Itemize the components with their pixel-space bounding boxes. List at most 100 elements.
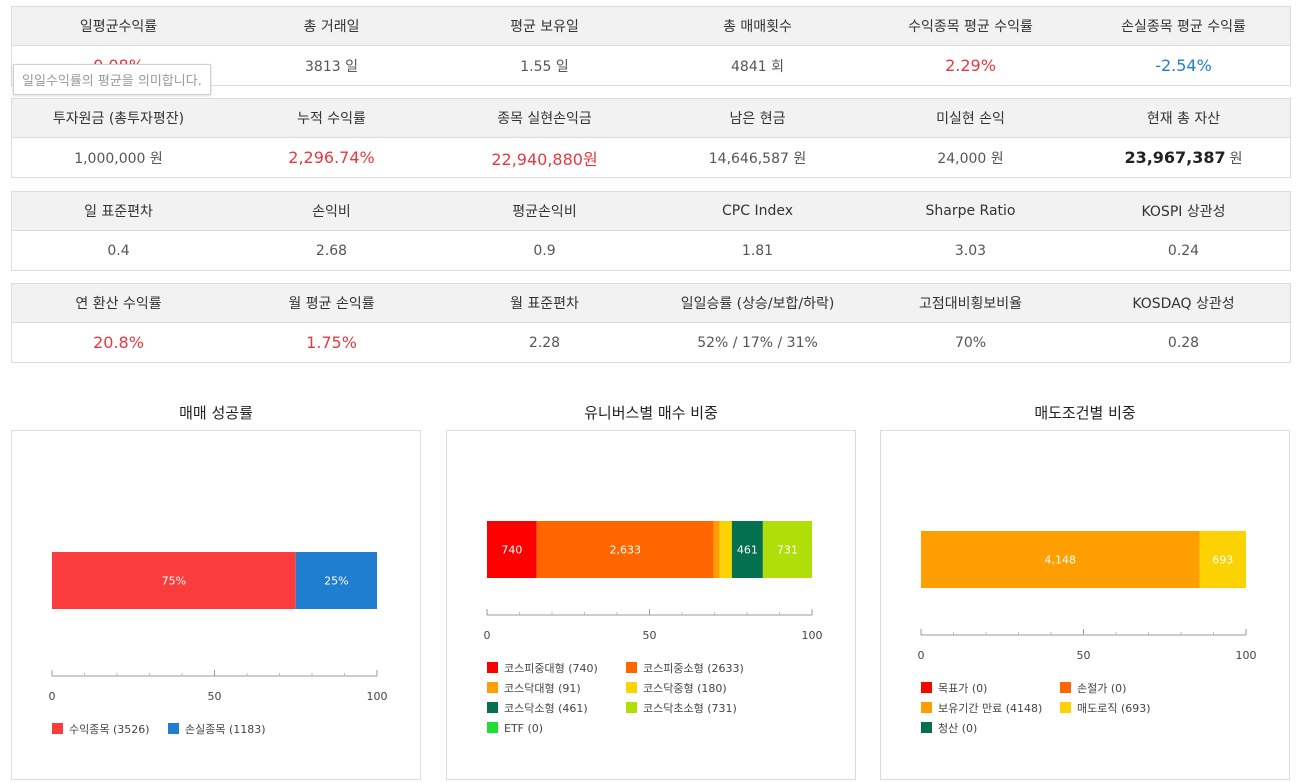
avg-holding-days-value: 1.55 일: [520, 58, 569, 75]
x-axis-tick-label: 50: [208, 690, 222, 703]
header-cell: 투자원금 (총투자평잔): [52, 111, 185, 127]
chart-universe: 740 2,633 461 731 0 50 100 코스피중대형 (740) 코스피중소형 (…: [446, 430, 856, 780]
bar-segment[interactable]: [52, 552, 296, 609]
total-trades-value: 4841 회: [731, 58, 784, 75]
stats-table-3-row: 0.4 2.68 0.9 1.81 3.03 0.24: [12, 231, 1290, 270]
bar-data-label: 25%: [324, 575, 348, 588]
header-cell: Sharpe Ratio: [925, 203, 1016, 219]
legend-label[interactable]: 손실종목 (1183): [185, 723, 266, 736]
legend-swatch[interactable]: [921, 702, 932, 713]
header-cell: 일 표준편차: [84, 204, 153, 220]
chart-title-success-rate: 매매 성공률: [179, 404, 253, 422]
legend-label[interactable]: 수익종목 (3526): [69, 723, 150, 736]
stats-table-1-header: 일평균수익률 총 거래일 평균 보유일 총 매매횟수 수익종목 평균 수익률 손…: [12, 7, 1290, 46]
bar-segment[interactable]: [731, 521, 763, 578]
loss-avg-return-value: -2.54%: [1155, 56, 1212, 75]
stats-table-2: 투자원금 (총투자평잔) 누적 수익률 종목 실현손익금 남은 현금 미실현 손…: [11, 98, 1291, 178]
chart-svg-success-rate: 75% 25% 0 50 100 수익종목 (3526) 손실종목 (1183): [49, 552, 388, 736]
header-cell: 현재 총 자산: [1146, 111, 1221, 127]
legend-label[interactable]: 청산 (0): [938, 722, 977, 735]
bar-segment[interactable]: [713, 521, 720, 578]
x-axis-tick-label: 50: [1077, 649, 1091, 662]
chart-svg-sell-condition: 4,148 693 0 50 100 목표가 (0) 손절가 (0) 보유기간 만료 (414…: [918, 531, 1257, 735]
header-cell: 누적 수익률: [297, 111, 366, 127]
header-cell: 손실종목 평균 수익률: [1121, 19, 1246, 35]
header-cell: 손익비: [312, 204, 351, 220]
bar-data-label: 461: [737, 544, 758, 557]
chart-sell-condition: 4,148 693 0 50 100 목표가 (0) 손절가 (0) 보유기간 만료 (414…: [880, 430, 1290, 780]
stats-table-3-header: 일 표준편차 손익비 평균손익비 CPC Index Sharpe Ratio …: [12, 192, 1290, 231]
header-cell: 총 매매횟수: [723, 19, 792, 35]
unrealized-pnl-value: 24,000 원: [937, 150, 1004, 167]
bar-data-label: 75%: [162, 575, 186, 588]
monthly-avg-return-value: 1.75%: [306, 333, 357, 352]
legend-swatch[interactable]: [52, 723, 63, 734]
bar-segment[interactable]: [1199, 531, 1246, 588]
legend-label[interactable]: 매도로직 (693): [1077, 702, 1151, 715]
avg-profit-loss-ratio-value: 0.9: [533, 242, 556, 259]
legend-label[interactable]: 코스닥초소형 (731): [643, 702, 737, 715]
legend-label[interactable]: 코스닥소형 (461): [504, 702, 588, 715]
legend-label[interactable]: ETF (0): [504, 722, 543, 735]
bar-segment[interactable]: [487, 521, 537, 578]
sideways-ratio-value: 70%: [954, 334, 987, 351]
legend-swatch[interactable]: [921, 722, 932, 733]
header-cell: 미실현 손익: [936, 111, 1005, 127]
bar-segment[interactable]: [719, 521, 732, 578]
legend-swatch[interactable]: [626, 682, 637, 693]
bar-segment[interactable]: [536, 521, 714, 578]
header-cell[interactable]: 일평균수익률: [79, 19, 158, 35]
stats-table-3: 일 표준편차 손익비 평균손익비 CPC Index Sharpe Ratio …: [11, 191, 1291, 271]
stats-table-2-row: 1,000,000 원 2,296.74% 22,940,880원 14,646…: [12, 138, 1290, 177]
legend-label[interactable]: 목표가 (0): [938, 682, 987, 695]
tooltip: 일일수익률의 평균을 의미합니다.: [13, 64, 211, 95]
stats-table-4-row: 20.8% 1.75% 2.28 52% / 17% / 31% 70% 0.2…: [12, 323, 1290, 362]
legend-swatch[interactable]: [1060, 682, 1071, 693]
header-cell: 남은 현금: [729, 111, 786, 127]
sharpe-ratio-value: 3.03: [954, 242, 987, 259]
legend-swatch[interactable]: [487, 722, 498, 733]
legend-label[interactable]: 보유기간 만료 (4148): [938, 702, 1042, 715]
legend-swatch[interactable]: [487, 702, 498, 713]
header-cell: 평균손익비: [512, 204, 577, 220]
stats-table-4: 연 환산 수익률 월 평균 손익률 월 표준편차 일일승률 (상승/보합/하락)…: [11, 283, 1291, 363]
win-avg-return-value: 2.29%: [945, 56, 996, 75]
bar-segment[interactable]: [295, 552, 377, 609]
cumulative-return-value: 2,296.74%: [288, 148, 375, 167]
legend-swatch[interactable]: [487, 682, 498, 693]
chart-svg-universe: 740 2,633 461 731 0 50 100 코스피중대형 (740) 코스피중소형 (…: [484, 521, 823, 735]
legend-swatch[interactable]: [921, 682, 932, 693]
bar-data-label: 740: [501, 544, 522, 557]
legend-swatch[interactable]: [626, 662, 637, 673]
legend-label[interactable]: 코스피중대형 (740): [504, 662, 598, 675]
total-trading-days-value: 3813 일: [305, 58, 358, 75]
legend-label[interactable]: 코스닥대형 (91): [504, 682, 581, 695]
legend-label[interactable]: 코스닥중형 (180): [643, 682, 727, 695]
x-axis-tick-label: 0: [49, 690, 56, 703]
daily-stddev-value: 0.4: [107, 242, 130, 259]
x-axis-tick-label: 100: [802, 629, 823, 642]
header-cell: 월 표준편차: [510, 296, 579, 312]
legend-swatch[interactable]: [168, 723, 179, 734]
legend-swatch[interactable]: [626, 702, 637, 713]
x-axis-tick-label: 0: [484, 629, 491, 642]
header-cell: 수익종목 평균 수익률: [908, 19, 1033, 35]
principal-value: 1,000,000 원: [74, 150, 163, 167]
x-axis-tick-label: 50: [643, 629, 657, 642]
chart-success-rate: 75% 25% 0 50 100 수익종목 (3526) 손실종목 (1183): [11, 430, 421, 780]
bar-segment[interactable]: [921, 531, 1200, 588]
total-assets-cell: 23,967,387 원: [1077, 138, 1290, 177]
header-cell: 종목 실현손익금: [497, 111, 592, 127]
remaining-cash-value: 14,646,587 원: [708, 150, 807, 167]
legend-swatch[interactable]: [1060, 702, 1071, 713]
legend-swatch[interactable]: [487, 662, 498, 673]
kospi-correlation-value: 0.24: [1167, 242, 1200, 259]
legend-label[interactable]: 손절가 (0): [1077, 682, 1126, 695]
header-cell: 고점대비횡보비율: [918, 296, 1023, 312]
chart-title-sell-condition: 매도조건별 비중: [1034, 404, 1136, 422]
x-axis-tick-label: 100: [367, 690, 388, 703]
bar-data-label: 2,633: [609, 544, 641, 557]
legend-label[interactable]: 코스피중소형 (2633): [643, 662, 744, 675]
bar-segment[interactable]: [762, 521, 812, 578]
realized-pnl-value: 22,940,880원: [491, 149, 598, 169]
